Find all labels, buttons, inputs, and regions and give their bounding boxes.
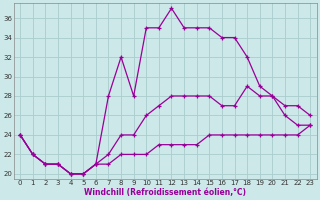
X-axis label: Windchill (Refroidissement éolien,°C): Windchill (Refroidissement éolien,°C): [84, 188, 246, 197]
